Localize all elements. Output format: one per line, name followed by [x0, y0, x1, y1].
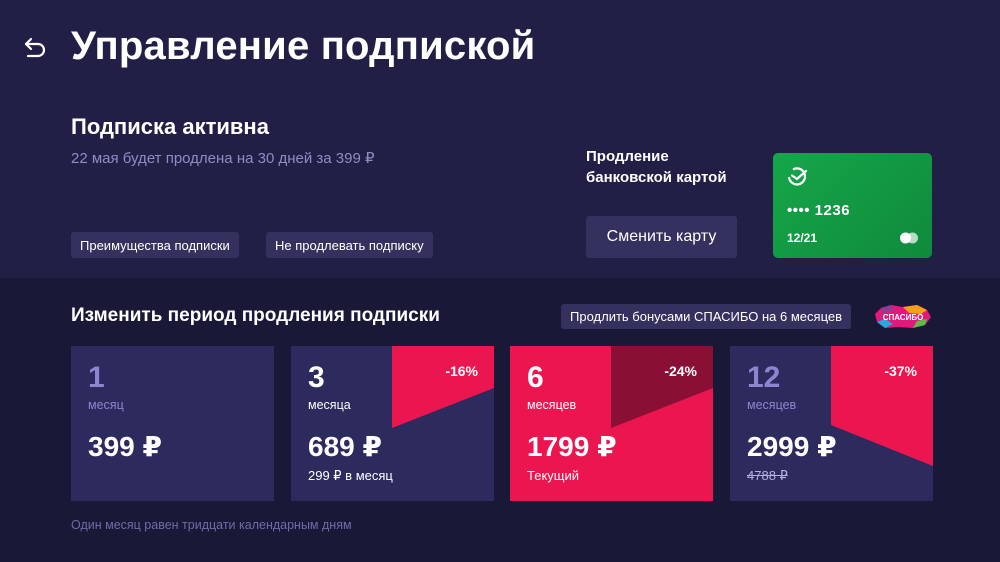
- plan-duration-unit: месяцев: [527, 398, 577, 412]
- discount-corner-shape: [611, 346, 713, 428]
- back-arrow-icon[interactable]: [22, 35, 48, 59]
- card-number: •••• 1236: [787, 202, 851, 219]
- spasibo-logo-text: СПАСИБО: [883, 313, 924, 322]
- plan-duration-unit: месяцев: [747, 398, 797, 412]
- plan-discount-badge: -16%: [445, 363, 478, 379]
- plan-card-1-month[interactable]: 1 месяц 399 ₽: [71, 346, 274, 501]
- plan-price: 399 ₽: [88, 431, 162, 462]
- plan-duration-number: 3: [308, 361, 325, 394]
- benefits-button[interactable]: Преимущества подписки: [71, 232, 239, 258]
- plan-duration-number: 6: [527, 361, 544, 394]
- plan-duration-number: 12: [747, 361, 781, 394]
- plan-discount-badge: -37%: [884, 363, 917, 379]
- plan-price: 1799 ₽: [527, 431, 617, 462]
- renewal-method-label: Продление банковской картой: [586, 148, 727, 186]
- plan-price: 2999 ₽: [747, 431, 837, 462]
- plan-card-6-months[interactable]: 6 месяцев -24% 1799 ₽ Текущий: [510, 346, 713, 501]
- plan-duration-number: 1: [88, 361, 105, 394]
- spasibo-bonus-button[interactable]: Продлить бонусами СПАСИБО на 6 месяцев: [561, 304, 852, 329]
- period-footnote: Один месяц равен тридцати календарным дн…: [71, 518, 352, 532]
- cancel-renewal-button[interactable]: Не продлевать подписку: [266, 232, 433, 258]
- plan-price: 689 ₽: [308, 431, 382, 462]
- plan-card-3-months[interactable]: 3 месяца -16% 689 ₽ 299 ₽ в месяц: [291, 346, 494, 501]
- bank-card[interactable]: •••• 1236 12/21: [773, 153, 932, 258]
- plan-duration-unit: месяца: [308, 398, 351, 412]
- plan-duration-unit: месяц: [88, 398, 124, 412]
- plan-monthly-price: 299 ₽ в месяц: [308, 468, 393, 483]
- card-expiry: 12/21: [787, 231, 818, 245]
- sber-logo-icon: [787, 167, 808, 186]
- plan-card-12-months[interactable]: 12 месяцев -37% 2999 ₽ 4788 ₽: [730, 346, 933, 501]
- spasibo-logo: СПАСИБО: [875, 305, 931, 328]
- period-section-title: Изменить период продления подписки: [71, 305, 440, 326]
- discount-corner-shape: [831, 346, 933, 466]
- change-card-button[interactable]: Сменить карту: [586, 216, 737, 258]
- subscription-description: 22 мая будет продлена на 30 дней за 399 …: [71, 150, 375, 167]
- plan-old-price: 4788 ₽: [747, 468, 788, 483]
- discount-corner-shape: [392, 346, 494, 428]
- page-title: Управление подпиской: [71, 24, 536, 68]
- plan-current-label: Текущий: [527, 468, 579, 483]
- plan-discount-badge: -24%: [664, 363, 697, 379]
- mastercard-icon: [900, 232, 918, 244]
- subscription-status: Подписка активна: [71, 114, 269, 139]
